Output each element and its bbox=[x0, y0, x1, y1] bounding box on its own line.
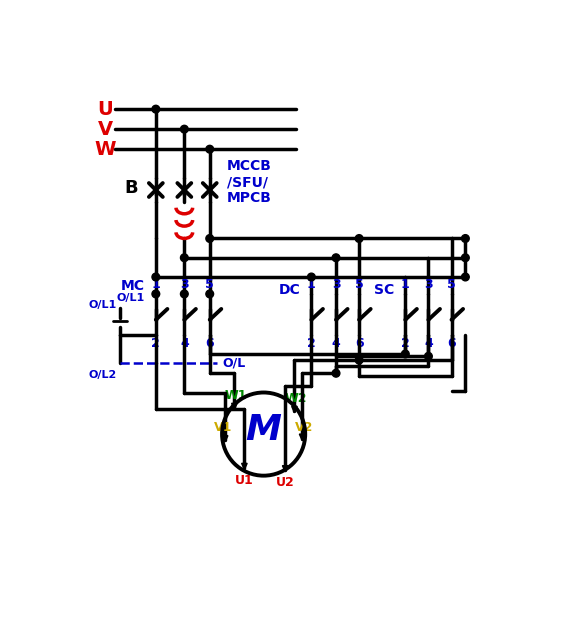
Text: 4: 4 bbox=[180, 337, 189, 351]
Polygon shape bbox=[282, 466, 288, 472]
Text: 5: 5 bbox=[447, 278, 456, 291]
Text: U: U bbox=[97, 100, 113, 118]
Circle shape bbox=[181, 125, 188, 133]
Polygon shape bbox=[292, 406, 297, 413]
Text: V1: V1 bbox=[214, 421, 233, 435]
Text: V2: V2 bbox=[295, 421, 314, 435]
Polygon shape bbox=[222, 436, 228, 442]
Text: 2: 2 bbox=[152, 337, 160, 351]
Text: U1: U1 bbox=[235, 474, 254, 487]
Text: O/L1: O/L1 bbox=[88, 301, 116, 310]
Text: 4: 4 bbox=[424, 337, 433, 351]
Text: B: B bbox=[124, 179, 138, 198]
Text: SC: SC bbox=[374, 283, 394, 297]
Text: W: W bbox=[94, 140, 116, 159]
Circle shape bbox=[181, 290, 188, 298]
Polygon shape bbox=[242, 463, 247, 470]
Text: MC: MC bbox=[121, 279, 145, 293]
Text: 1: 1 bbox=[152, 278, 160, 291]
Circle shape bbox=[332, 369, 340, 377]
Text: W1: W1 bbox=[225, 389, 247, 402]
Text: 6: 6 bbox=[447, 337, 456, 351]
Text: 2: 2 bbox=[401, 337, 410, 351]
Circle shape bbox=[152, 290, 160, 298]
Text: 1: 1 bbox=[307, 278, 316, 291]
Text: 6: 6 bbox=[355, 337, 364, 351]
Text: O/L: O/L bbox=[222, 356, 245, 370]
Circle shape bbox=[181, 254, 188, 262]
Text: 1: 1 bbox=[401, 278, 410, 291]
Polygon shape bbox=[299, 434, 305, 440]
Text: M: M bbox=[246, 413, 282, 447]
Circle shape bbox=[425, 353, 432, 360]
Circle shape bbox=[355, 235, 363, 243]
Text: 3: 3 bbox=[424, 278, 433, 291]
Text: O/L1: O/L1 bbox=[117, 292, 145, 303]
Circle shape bbox=[462, 254, 469, 262]
Circle shape bbox=[462, 235, 469, 243]
Circle shape bbox=[401, 350, 409, 358]
Circle shape bbox=[332, 254, 340, 262]
Circle shape bbox=[206, 290, 214, 298]
Circle shape bbox=[355, 356, 363, 364]
Text: 5: 5 bbox=[355, 278, 364, 291]
Text: W2: W2 bbox=[285, 392, 307, 405]
Circle shape bbox=[152, 273, 160, 281]
Circle shape bbox=[308, 273, 315, 281]
Text: O/L2: O/L2 bbox=[88, 370, 116, 380]
Circle shape bbox=[206, 235, 214, 243]
Circle shape bbox=[206, 145, 214, 153]
Polygon shape bbox=[231, 403, 237, 410]
Text: DC: DC bbox=[279, 283, 300, 297]
Circle shape bbox=[152, 106, 160, 113]
Text: 2: 2 bbox=[307, 337, 316, 351]
Text: 5: 5 bbox=[205, 278, 214, 291]
Text: 3: 3 bbox=[332, 278, 340, 291]
Text: 3: 3 bbox=[180, 278, 189, 291]
Text: V: V bbox=[97, 120, 113, 139]
Text: MCCB
/SFU/
MPCB: MCCB /SFU/ MPCB bbox=[227, 159, 271, 205]
Circle shape bbox=[462, 273, 469, 281]
Text: U2: U2 bbox=[276, 476, 295, 489]
Text: 6: 6 bbox=[205, 337, 214, 351]
Text: 4: 4 bbox=[332, 337, 340, 351]
